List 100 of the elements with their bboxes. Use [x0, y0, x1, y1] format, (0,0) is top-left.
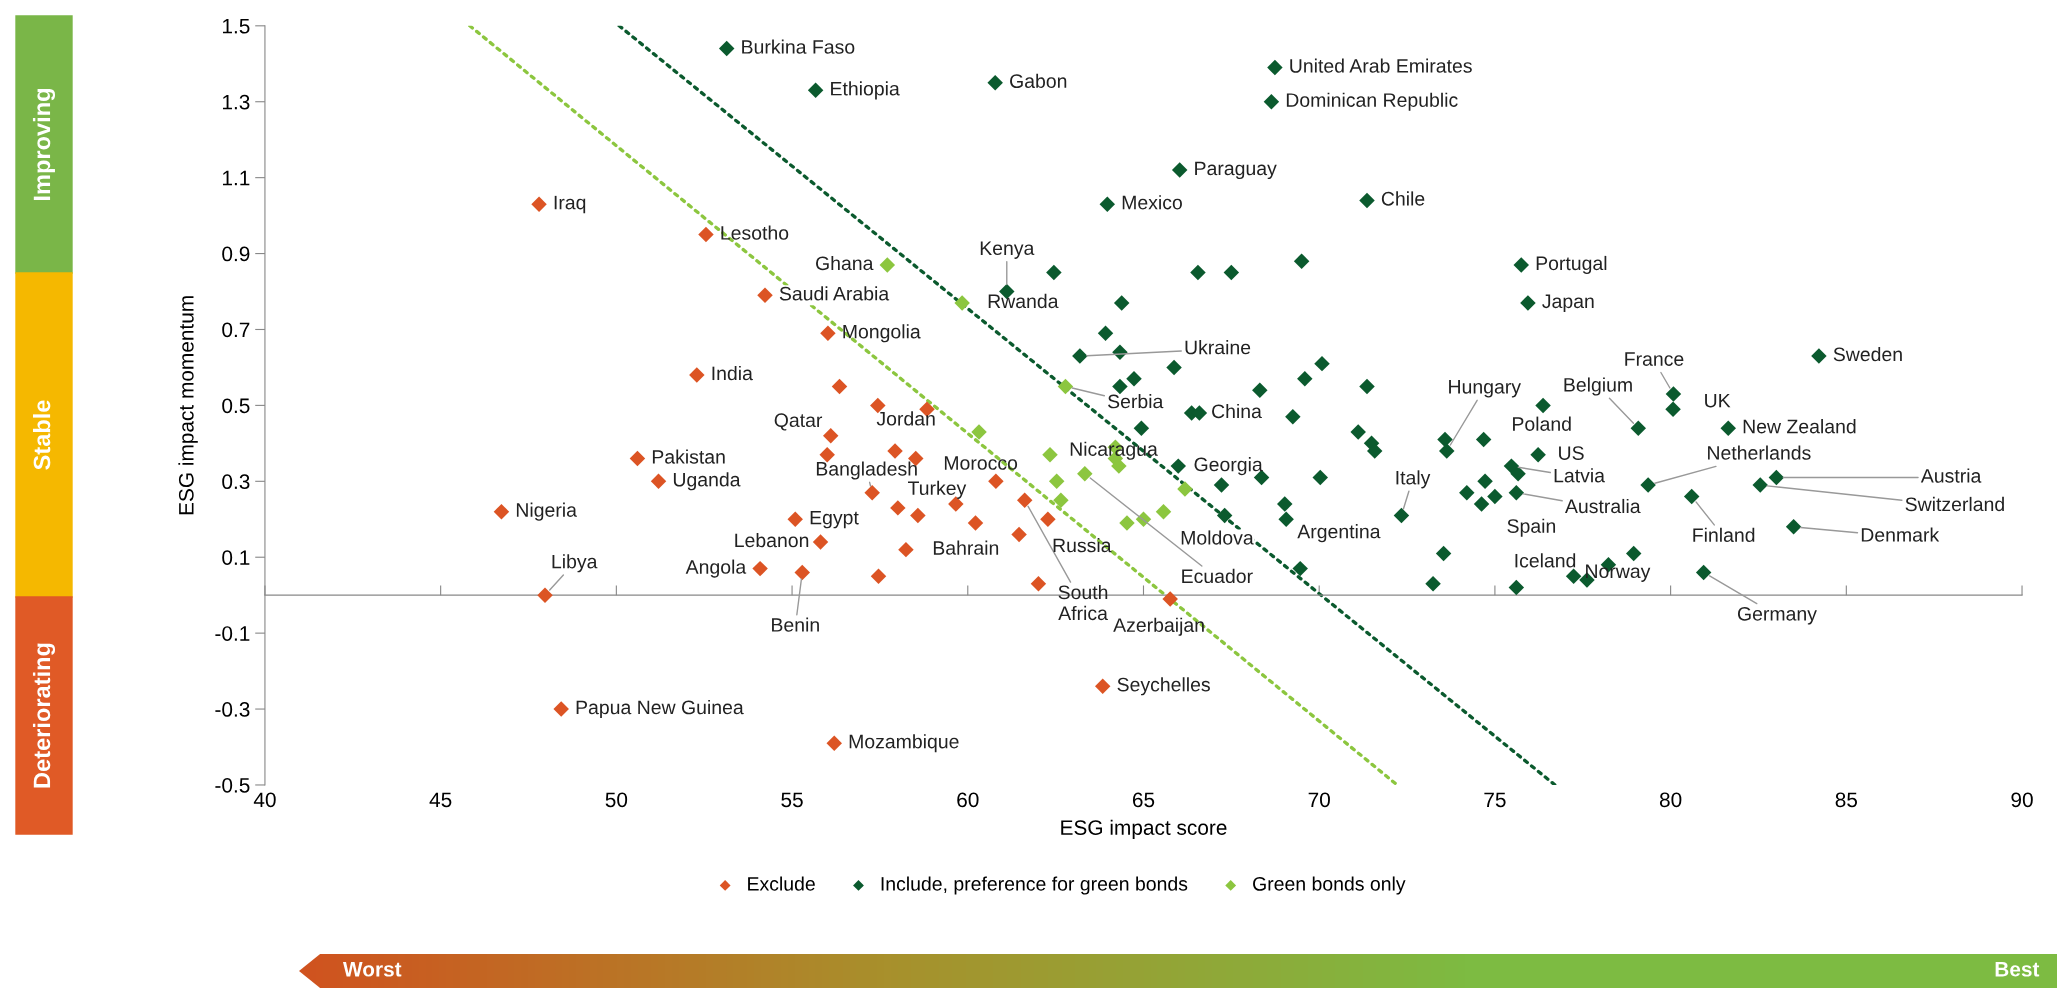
annotation: Finland — [1693, 527, 1755, 542]
x-tick-label: 85 — [1835, 792, 1858, 808]
annotation: Mongolia — [843, 324, 921, 343]
x-tick-label: 40 — [253, 792, 276, 808]
annotation: Gabon — [1010, 73, 1067, 88]
annotation: Qatar — [774, 413, 823, 431]
point — [1177, 481, 1193, 497]
point — [531, 196, 547, 212]
annotation: South Africa — [1058, 584, 1108, 621]
annotation: Japan — [1542, 294, 1594, 312]
point — [887, 443, 903, 459]
annotation: New Zealand — [1743, 419, 1856, 434]
point — [1016, 492, 1033, 509]
annotation: Australia — [1564, 498, 1641, 514]
y-tick-label: 1.5 — [222, 19, 250, 34]
y-tick-label: 0.3 — [222, 474, 250, 490]
annotation: Dominican Republic — [1286, 92, 1458, 111]
annotation: India — [712, 365, 753, 381]
x-tick-label: 60 — [957, 792, 979, 808]
point — [1155, 503, 1172, 520]
y-tick-label: 0.9 — [222, 246, 250, 262]
annotation: Benin — [772, 617, 819, 632]
point — [826, 735, 842, 751]
annotation: Mexico — [1122, 195, 1182, 210]
annotation: Denmark — [1861, 527, 1940, 542]
x-tick-label: 80 — [1659, 792, 1682, 808]
annotation: Spain — [1507, 518, 1556, 537]
annotation: Saudi Arabia — [779, 286, 890, 301]
text: Deteriorating — [32, 643, 56, 788]
point — [493, 503, 510, 520]
annotation: Belgium — [1564, 377, 1632, 396]
text: Worst — [342, 962, 402, 977]
point — [822, 428, 839, 444]
annotation: Serbia — [1108, 394, 1164, 409]
point — [1119, 515, 1135, 531]
point — [752, 560, 768, 577]
point — [650, 473, 667, 490]
annotation: China — [1212, 403, 1262, 419]
annotation: Norway — [1586, 564, 1651, 582]
annotation: Morocco — [944, 456, 1018, 470]
x-tick-label: 90 — [2011, 792, 2033, 808]
point — [629, 450, 646, 467]
annotation: Ukraine — [1185, 340, 1251, 355]
annotation: Ecuador — [1182, 568, 1253, 584]
point — [1053, 492, 1069, 509]
point — [910, 507, 926, 524]
text: Best — [1995, 962, 2040, 977]
point — [787, 511, 803, 527]
x-tick-label: 50 — [605, 792, 628, 808]
point — [971, 424, 987, 440]
y-tick-label: -0.3 — [215, 702, 250, 717]
point — [1077, 465, 1093, 482]
legend-label: Exclude — [748, 876, 815, 891]
annotation: Azerbaijan — [1113, 617, 1204, 636]
point — [820, 325, 836, 342]
point — [537, 587, 553, 603]
annotation: Nigeria — [516, 502, 577, 521]
y-tick-label: 1.3 — [222, 94, 250, 110]
annotation: Russia — [1053, 537, 1112, 553]
annotation: Netherlands — [1708, 445, 1811, 460]
annotation: Moldova — [1181, 530, 1254, 545]
annotation: Rwanda — [988, 293, 1059, 309]
annotation: Egypt — [810, 510, 859, 529]
annotation: Seychelles — [1117, 677, 1210, 696]
annotation: Jordan — [876, 411, 935, 426]
annotation: Georgia — [1194, 457, 1263, 476]
annotation: Kenya — [980, 241, 1035, 259]
point — [794, 564, 810, 581]
point — [698, 226, 714, 243]
annotation: Germany — [1737, 606, 1817, 625]
annotation: Hungary — [1449, 380, 1521, 398]
x-axis-title: ESG impact score — [1061, 819, 1227, 840]
text: Improving — [32, 89, 56, 200]
annotation: Bahrain — [933, 540, 999, 555]
point — [1094, 678, 1111, 695]
annotation: Latvia — [1554, 468, 1605, 483]
x-tick-label: 55 — [781, 792, 803, 808]
point — [831, 378, 848, 395]
annotation: US — [1559, 446, 1584, 460]
annotation: Ghana — [816, 255, 874, 271]
annotation: Chile — [1381, 191, 1425, 206]
annotation: Bangladesh — [816, 461, 917, 480]
annotation: Pakistan — [652, 449, 725, 464]
annotation: France — [1625, 352, 1684, 366]
annotation: Sweden — [1833, 346, 1902, 362]
annotation: Libya — [552, 554, 598, 573]
point — [1042, 447, 1058, 463]
annotation: Iraq — [554, 195, 586, 214]
point — [879, 257, 896, 273]
annotation: Switzerland — [1905, 496, 2004, 512]
point — [1162, 591, 1178, 607]
point — [1011, 526, 1027, 543]
annotation: Iceland — [1515, 553, 1576, 568]
point — [689, 367, 705, 383]
annotation: Mozambique — [849, 734, 959, 753]
y-tick-label: -0.5 — [215, 777, 250, 793]
annotation: Paraguay — [1195, 161, 1277, 180]
annotation: Angola — [685, 559, 747, 578]
annotation: Papua New Guinea — [576, 699, 744, 719]
y-tick-label: 0.1 — [222, 550, 250, 565]
